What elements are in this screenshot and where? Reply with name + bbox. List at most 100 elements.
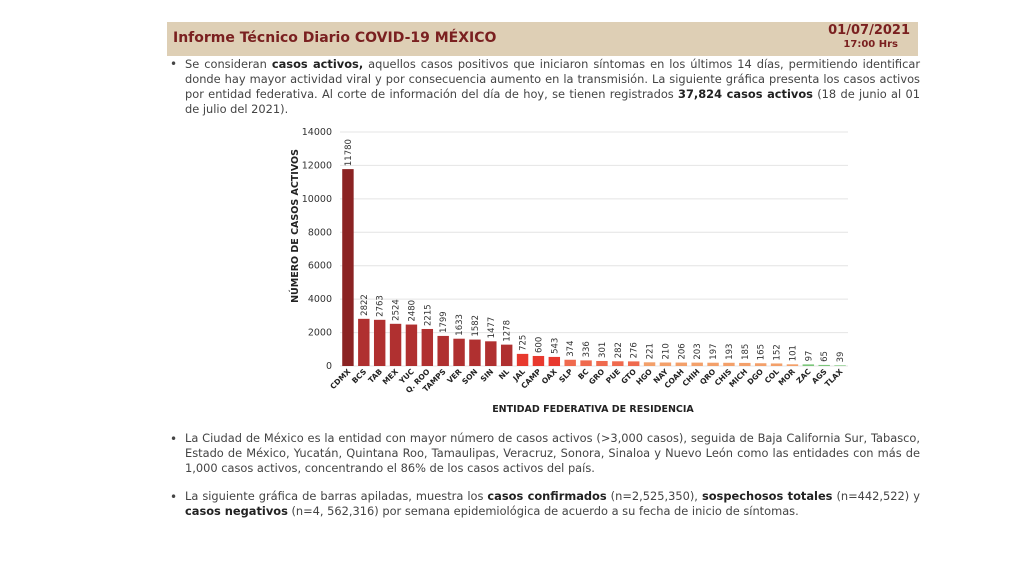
bar-chih: [691, 362, 703, 366]
x-tick-label: OAX: [540, 367, 559, 386]
bar-value-label: 276: [630, 342, 640, 358]
bar-tlax: [834, 365, 846, 366]
x-tick-label: NL: [497, 367, 511, 381]
bar-value-label: 2524: [392, 299, 402, 321]
bar-col: [770, 363, 783, 366]
bar-value-label: 203: [693, 343, 703, 359]
bar-slp: [564, 359, 576, 366]
bar-nl: [500, 344, 513, 366]
bar-dgo: [754, 363, 767, 366]
bar-value-label: 374: [566, 341, 576, 357]
bar-value-label: 193: [725, 344, 735, 360]
bar-value-label: 101: [788, 345, 798, 361]
paragraph-active-cases: Se consideran casos activos, aquellos ca…: [185, 57, 921, 116]
bar-value-label: 1582: [471, 315, 481, 337]
bar-coah: [675, 362, 688, 366]
bar-value-label: 2822: [360, 294, 370, 316]
y-tick-label: 2000: [308, 328, 332, 339]
bar-zac: [802, 364, 815, 366]
bar-ver: [453, 338, 465, 366]
bar-camp: [532, 355, 545, 366]
bar-value-label: 725: [519, 335, 529, 351]
x-tick-label: ZAC: [795, 367, 814, 386]
bar-yuc: [405, 324, 418, 366]
y-tick-label: 10000: [302, 194, 332, 205]
bar-value-label: 2480: [407, 300, 417, 322]
bar-value-label: 1633: [455, 314, 465, 336]
y-tick-label: 12000: [302, 160, 332, 171]
paragraph-entities-summary: La Ciudad de México es la entidad con ma…: [185, 431, 920, 475]
bar-value-label: 97: [804, 351, 814, 362]
bar-mex: [389, 323, 402, 366]
x-tick-label: PUE: [604, 367, 622, 385]
y-tick-label: 8000: [308, 227, 332, 238]
bar-mor: [786, 364, 799, 366]
x-tick-label: SLP: [557, 367, 575, 385]
bar-value-label: 165: [757, 344, 767, 360]
x-tick-label: MOR: [777, 367, 797, 387]
x-tick-label: DGO: [745, 367, 765, 387]
bar-sin: [485, 341, 497, 366]
x-tick-label: GTO: [619, 367, 638, 386]
bar-ags: [818, 364, 830, 366]
y-tick-label: 0: [326, 361, 332, 372]
bar-pue: [612, 361, 624, 366]
x-tick-label: CHIH: [680, 367, 701, 388]
bar-value-label: 39: [836, 352, 846, 363]
bar-q-roo: [421, 328, 434, 366]
bar-chis: [723, 362, 735, 366]
bar-bc: [580, 360, 592, 366]
bar-cdmx: [342, 169, 354, 366]
bar-value-label: 543: [550, 338, 560, 354]
bar-value-label: 282: [614, 342, 624, 358]
bar-value-label: 210: [661, 343, 671, 359]
bar-value-label: 152: [773, 344, 783, 360]
bullet-marker: •: [170, 490, 178, 504]
x-tick-label: GRO: [587, 367, 606, 386]
bar-value-label: 197: [709, 343, 719, 359]
bar-value-label: 1477: [487, 317, 497, 339]
bar-value-label: 206: [677, 343, 687, 359]
bullet-marker: •: [170, 432, 178, 446]
bar-bcs: [358, 318, 370, 366]
report-header: Informe Técnico Diario COVID-19 MÉXICO 0…: [167, 22, 918, 56]
y-axis-label: NÚMERO DE CASOS ACTIVOS: [289, 149, 301, 303]
bar-son: [469, 339, 481, 366]
bar-oax: [548, 356, 561, 366]
report-time: 17:00 Hrs: [843, 39, 898, 50]
bar-tab: [373, 319, 386, 366]
y-tick-label: 6000: [308, 261, 332, 272]
y-tick-label: 14000: [302, 127, 332, 138]
bar-value-label: 336: [582, 341, 592, 357]
report-title: Informe Técnico Diario COVID-19 MÉXICO: [173, 30, 497, 46]
x-tick-label: SIN: [479, 367, 496, 384]
y-tick-label: 4000: [308, 294, 332, 305]
bar-gro: [596, 360, 608, 366]
bar-value-label: 11780: [344, 139, 354, 166]
paragraph-stacked-bars: La siguiente gráfica de barras apiladas,…: [185, 489, 920, 518]
x-axis-label: ENTIDAD FEDERATIVA DE RESIDENCIA: [492, 404, 694, 415]
bar-value-label: 1799: [439, 311, 449, 333]
bar-value-label: 600: [534, 337, 544, 353]
report-date: 01/07/2021: [828, 23, 910, 38]
bar-value-label: 65: [820, 351, 830, 362]
x-tick-label: SON: [460, 367, 479, 386]
bar-value-label: 2763: [376, 295, 386, 317]
bullet-marker: •: [170, 57, 178, 71]
bar-tamps: [437, 335, 449, 366]
x-tick-label: VER: [445, 367, 463, 385]
bar-qro: [707, 362, 719, 366]
x-tick-label: HGO: [634, 367, 654, 387]
x-tick-label: BCS: [350, 367, 368, 385]
x-tick-label: MEX: [381, 367, 401, 387]
x-tick-label: TLAX: [823, 367, 845, 389]
bar-value-label: 1278: [503, 320, 513, 342]
bar-value-label: 185: [741, 344, 751, 360]
bar-gto: [627, 361, 640, 366]
bar-mich: [739, 362, 751, 366]
bar-value-label: 221: [646, 343, 656, 359]
bar-value-label: 2215: [423, 304, 433, 326]
x-tick-label: MICH: [727, 367, 749, 389]
bar-jal: [516, 353, 529, 366]
